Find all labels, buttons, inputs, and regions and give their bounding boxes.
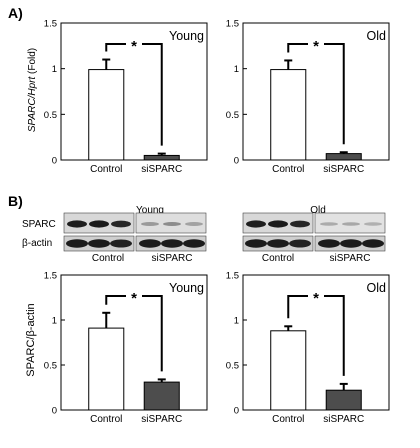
bar-control [270, 330, 307, 411]
blot-cond-old-control: Control [262, 253, 294, 264]
significance-gap [308, 37, 324, 51]
band [66, 239, 88, 248]
bar-control [270, 69, 307, 161]
band [340, 239, 362, 248]
chart-title: Young [169, 29, 204, 43]
band [139, 239, 161, 248]
y-tick-label: 1.5 [226, 19, 239, 30]
panel-b-letter: B) [8, 193, 23, 209]
significance-gap [126, 37, 142, 51]
plot-frame [242, 22, 390, 161]
chart-title: Young [169, 281, 204, 295]
band [342, 222, 360, 226]
x-tick-label: Control [90, 414, 122, 425]
bar-chart-a-old: 0 0.5 1 1.5 Control siSPARC * Old [226, 19, 390, 175]
y-tick-label: 0.5 [44, 110, 57, 121]
band [141, 222, 159, 226]
panel-b-ylabel: SPARC/β-actin [25, 303, 37, 376]
y-tick-label: 1.5 [226, 271, 239, 282]
blot-cond-young-control: Control [92, 253, 124, 264]
plot-frame [60, 22, 208, 161]
band [268, 220, 288, 228]
y-tick-label: 0.5 [226, 110, 239, 121]
bar-chart-b-young: 0 0.5 1 1.5 Control siSPARC * Young [44, 271, 208, 425]
y-tick-label: 1.5 [44, 19, 57, 30]
y-tick-label: 0 [234, 156, 239, 167]
significance-star: * [313, 290, 319, 307]
significance-star: * [131, 38, 137, 55]
bar-control [88, 69, 125, 161]
x-tick-label: Control [272, 164, 304, 175]
y-tick-label: 1 [234, 316, 239, 327]
band [267, 239, 289, 248]
panel-a-ylabel-italic: SPARC/Hprt [27, 76, 38, 133]
band [185, 222, 203, 226]
band [163, 222, 181, 226]
y-tick-label: 0.5 [44, 361, 57, 372]
panel-a-letter: A) [8, 5, 23, 21]
plot-frame [60, 274, 208, 411]
y-tick-label: 0 [52, 406, 57, 417]
bar-charts: 0 0.5 1 1.5 Control siSPARC * Young 0 0.5 1 1.5 Cont… [44, 19, 390, 425]
bar-chart-a-young: 0 0.5 1 1.5 Control siSPARC * Young [44, 19, 208, 175]
bar-sisparc [325, 153, 362, 161]
panel-a-ylabel-rest: (Fold) [27, 48, 38, 77]
bar-sisparc [143, 381, 180, 411]
y-tick-label: 0 [234, 406, 239, 417]
significance-gap [308, 289, 324, 303]
x-tick-label: Control [272, 414, 304, 425]
chart-title: Old [367, 29, 387, 43]
bar-chart-b-old: 0 0.5 1 1.5 Control siSPARC * Old [226, 271, 390, 425]
x-tick-label: siSPARC [141, 164, 182, 175]
band [89, 220, 109, 228]
blot-row-label-sparc: SPARC [22, 219, 56, 230]
significance-gap [126, 289, 142, 303]
band [67, 220, 87, 228]
band [364, 222, 382, 226]
panel-a-ylabel: SPARC/Hprt (Fold) [27, 48, 38, 132]
band [290, 220, 310, 228]
blot-group-old: Old [310, 205, 326, 216]
bar-control [88, 327, 125, 411]
x-tick-label: siSPARC [323, 164, 364, 175]
significance-star: * [313, 38, 319, 55]
blot-cond-young-sisparc: siSPARC [152, 253, 193, 264]
significance-star: * [131, 290, 137, 307]
y-tick-label: 1 [52, 316, 57, 327]
bar-sisparc [325, 389, 362, 411]
band [320, 222, 338, 226]
band [111, 220, 131, 228]
band [110, 239, 132, 248]
band [318, 239, 340, 248]
band [362, 239, 384, 248]
western-blot: SPARC β-actin Young Old Control siSPARC … [22, 205, 386, 264]
y-tick-label: 1 [52, 64, 57, 75]
band [183, 239, 205, 248]
band [289, 239, 311, 248]
band [88, 239, 110, 248]
y-tick-label: 0.5 [226, 361, 239, 372]
blot-row-label-actin: β-actin [22, 238, 52, 249]
band [161, 239, 183, 248]
plot-frame [242, 274, 390, 411]
x-tick-label: siSPARC [323, 414, 364, 425]
band [246, 220, 266, 228]
blot-group-young: Young [136, 205, 164, 216]
x-tick-label: siSPARC [141, 414, 182, 425]
y-tick-label: 1 [234, 64, 239, 75]
y-tick-label: 0 [52, 156, 57, 167]
chart-title: Old [367, 281, 387, 295]
band [245, 239, 267, 248]
y-tick-label: 1.5 [44, 271, 57, 282]
bar-sisparc [143, 154, 180, 161]
blot-cond-old-sisparc: siSPARC [330, 253, 371, 264]
x-tick-label: Control [90, 164, 122, 175]
